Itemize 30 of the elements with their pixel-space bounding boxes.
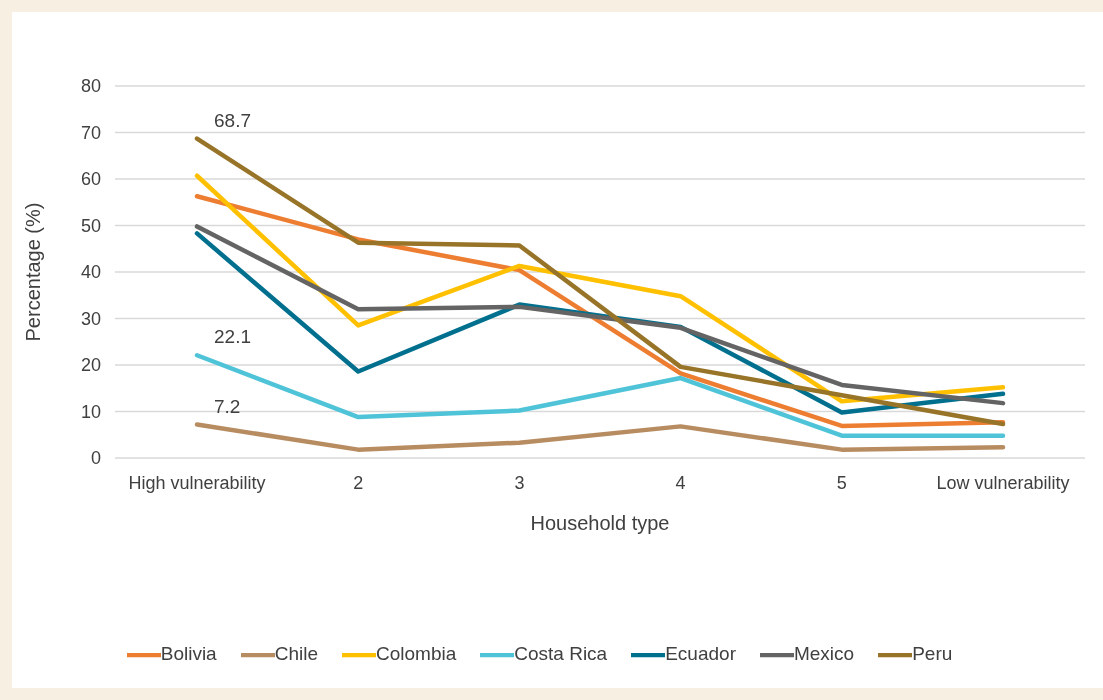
line-series (194, 352, 1006, 438)
y-tick-label: 10 (80, 401, 101, 422)
legend-label: Mexico (793, 643, 855, 665)
x-tick-label: 5 (836, 472, 847, 493)
y-tick-label: 40 (80, 262, 101, 283)
x-tick-label: 2 (353, 472, 364, 493)
legend-label: Colombia (376, 643, 457, 665)
y-tick-label: 30 (80, 308, 101, 329)
y-tick-label: 60 (80, 169, 101, 190)
legend-label: Chile (274, 643, 318, 665)
annotation: 68.7 (214, 109, 251, 131)
x-axis-title: Household type (530, 512, 670, 535)
legend-label: Bolivia (160, 643, 217, 665)
legend-label: Ecuador (665, 643, 736, 665)
legend-label: Costa Rica (514, 643, 608, 665)
y-tick-label: 0 (90, 448, 101, 469)
x-tick-label: 3 (514, 472, 525, 493)
y-tick-label: 20 (80, 355, 101, 376)
y-tick-label: 70 (80, 122, 101, 143)
y-tick-label: 80 (80, 76, 101, 97)
x-tick-label: Low vulnerability (936, 472, 1070, 493)
legend-label: Peru (912, 643, 953, 665)
y-axis-title: Percentage (%) (22, 202, 45, 342)
annotation: 22.1 (214, 326, 251, 348)
line-series (194, 422, 1006, 452)
line-series (194, 136, 1006, 427)
annotation: 7.2 (214, 395, 241, 417)
x-tick-label: 4 (675, 472, 686, 493)
y-tick-label: 50 (80, 215, 101, 236)
x-tick-label: High vulnerability (128, 472, 266, 493)
